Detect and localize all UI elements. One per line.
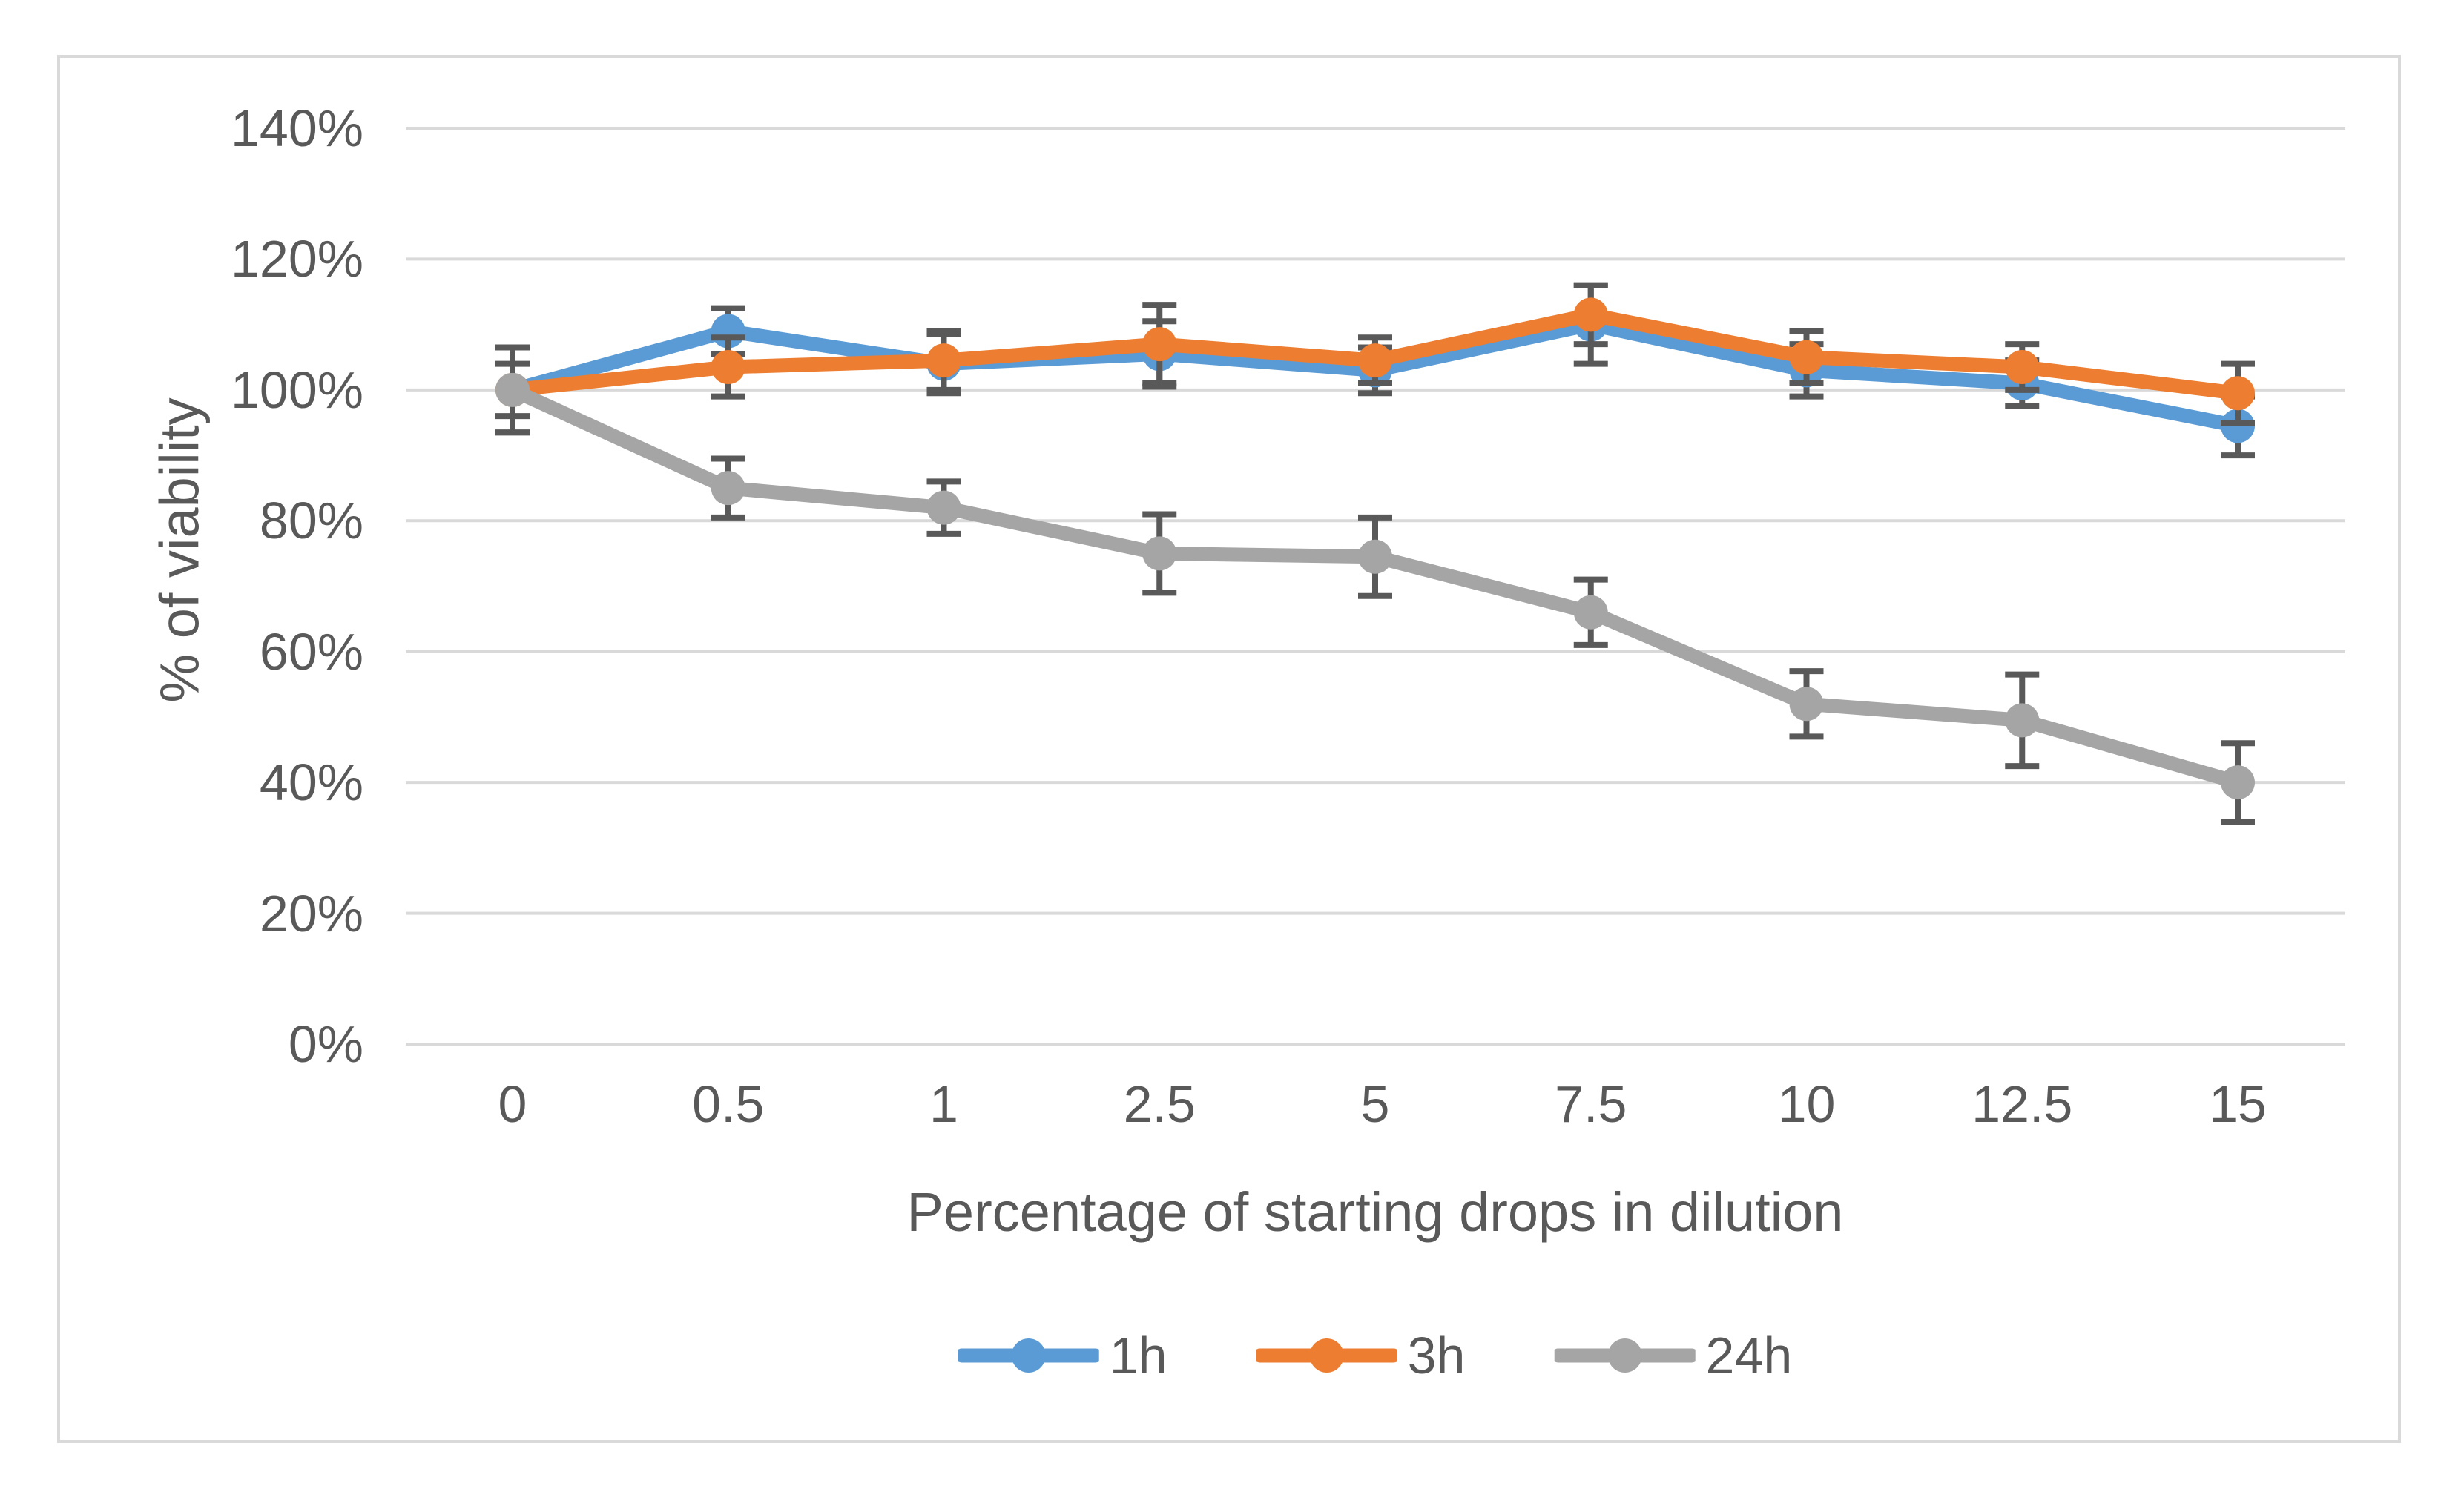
data-point-24h <box>495 372 530 407</box>
data-point-24h <box>2221 765 2255 800</box>
legend-label-1h: 1h <box>1109 1327 1167 1384</box>
legend-item-3h: 3h <box>1256 1321 1466 1390</box>
legend-label-3h: 3h <box>1407 1327 1466 1384</box>
data-point-24h <box>2005 703 2040 738</box>
legend: 1h 3h 24h <box>958 1321 1792 1390</box>
data-point-24h <box>1358 539 1392 574</box>
y-tick-label: 60% <box>259 622 363 681</box>
y-tick-label: 140% <box>230 99 363 157</box>
data-point-3h <box>1789 340 1824 374</box>
x-tick-label: 1 <box>929 1075 958 1133</box>
y-tick-label: 120% <box>230 230 363 288</box>
x-tick-label: 0.5 <box>692 1075 765 1133</box>
x-tick-label: 2.5 <box>1123 1075 1196 1133</box>
y-tick-label: 0% <box>288 1015 363 1073</box>
y-tick-label: 100% <box>230 360 363 419</box>
data-point-3h <box>2005 349 2040 384</box>
x-tick-label: 7.5 <box>1555 1075 1627 1133</box>
legend-item-24h: 24h <box>1554 1321 1792 1390</box>
data-point-3h <box>1358 343 1392 378</box>
data-point-3h <box>1573 297 1608 332</box>
data-point-3h <box>926 343 961 378</box>
y-tick-label: 80% <box>259 492 363 550</box>
chart-outer-border <box>57 55 2401 1443</box>
legend-marker-1h <box>958 1338 1099 1373</box>
x-tick-label: 0 <box>498 1075 527 1133</box>
y-axis-title: % of viability <box>148 397 211 703</box>
x-tick-label: 10 <box>1777 1075 1836 1133</box>
legend-marker-24h <box>1554 1338 1696 1373</box>
y-tick-label: 20% <box>259 884 363 942</box>
data-point-3h <box>711 349 745 384</box>
y-tick-label: 40% <box>259 753 363 812</box>
legend-label-24h: 24h <box>1705 1327 1793 1384</box>
legend-marker-3h <box>1256 1338 1397 1373</box>
x-tick-label: 12.5 <box>1971 1075 2073 1133</box>
data-point-24h <box>1573 595 1608 630</box>
data-point-24h <box>711 471 745 506</box>
data-point-1h <box>2221 409 2255 443</box>
data-point-3h <box>1142 327 1177 362</box>
data-point-24h <box>1142 536 1177 571</box>
data-point-24h <box>1789 687 1824 722</box>
data-point-24h <box>926 490 961 525</box>
x-axis-title: Percentage of starting drops in dilution <box>906 1181 1844 1243</box>
data-point-3h <box>2221 376 2255 411</box>
x-tick-label: 5 <box>1360 1075 1390 1133</box>
x-tick-label: 15 <box>2209 1075 2267 1133</box>
legend-item-1h: 1h <box>958 1321 1167 1390</box>
